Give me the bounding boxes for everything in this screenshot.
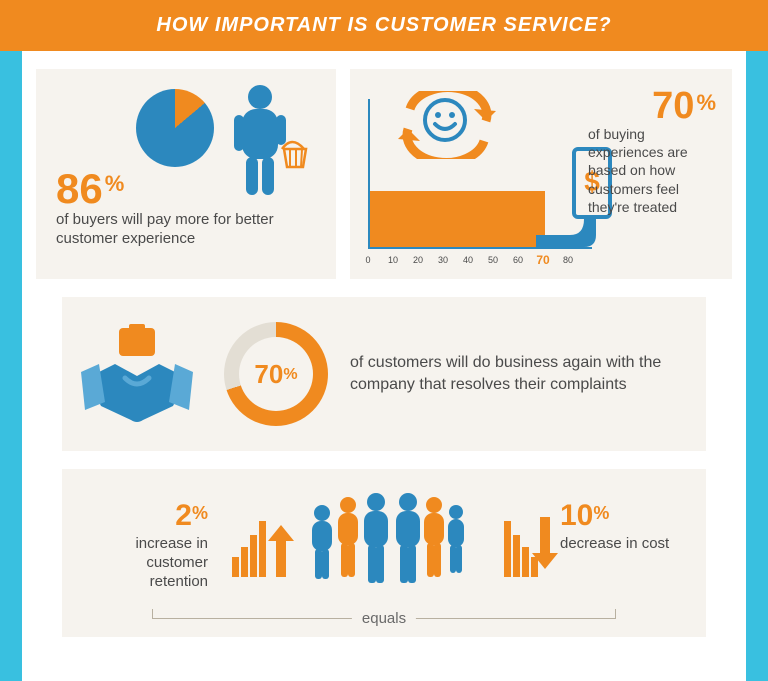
arrow-down-icon: [532, 517, 558, 569]
shopper-icon: [228, 83, 308, 203]
tick-50: 50: [488, 255, 498, 265]
x-axis: [368, 247, 592, 249]
tick-60: 60: [513, 255, 523, 265]
tick-30: 30: [438, 255, 448, 265]
tick-20: 20: [413, 255, 423, 265]
infographic-frame: HOW IMPORTANT IS CUSTOMER SERVICE? 86%: [22, 0, 746, 681]
title-banner: HOW IMPORTANT IS CUSTOMER SERVICE?: [0, 0, 768, 51]
stat-text: of buyers will pay more for better custo…: [56, 211, 286, 249]
bar-70: [370, 191, 545, 247]
card-pay-more: 86% of buyers will pay more for better c…: [36, 69, 336, 279]
percent-value: 70: [652, 85, 694, 127]
stat-percent: 70%: [652, 85, 716, 128]
percent-value: 10: [560, 499, 593, 532]
tick-40: 40: [463, 255, 473, 265]
row-1: 86% of buyers will pay more for better c…: [22, 51, 746, 279]
card-buying-experience: $ 70% of buying experiences are based on…: [350, 69, 732, 279]
cycle-arrows-icon: [392, 91, 502, 159]
stat-text: of buying experiences are based on how c…: [588, 125, 716, 216]
pie-icon: [136, 89, 214, 167]
stat-percent: 86%: [56, 165, 124, 213]
stat-percent: 70%: [254, 359, 297, 390]
percent-value: 70: [254, 359, 283, 389]
arrow-up-icon: [268, 525, 294, 577]
people-group-icon: [304, 493, 464, 597]
left-stat: 2% increase in customer retention: [88, 499, 208, 591]
ring-chart: 70%: [212, 322, 340, 426]
percent-sign: %: [593, 503, 609, 523]
percent-sign: %: [283, 366, 297, 383]
stat-text: increase in customer retention: [88, 535, 208, 591]
percent-sign: %: [696, 90, 716, 115]
card-retention-cost: 2% increase in customer retention 10% de…: [62, 469, 706, 637]
tick-70: 70: [536, 253, 549, 267]
right-stat: 10% decrease in cost: [560, 499, 680, 554]
stat-text: decrease in cost: [560, 535, 680, 554]
percent-value: 2: [175, 499, 192, 532]
percent-sign: %: [192, 503, 208, 523]
bars-ascending-icon: [232, 513, 266, 577]
percent-value: 86: [56, 165, 103, 212]
handshake-icon: [62, 324, 212, 424]
tick-80: 80: [563, 255, 573, 265]
card-resolve-complaints: 70% of customers will do business again …: [62, 297, 706, 451]
tick-0: 0: [365, 255, 370, 265]
tick-10: 10: [388, 255, 398, 265]
equals-label: equals: [352, 610, 416, 627]
percent-sign: %: [105, 171, 125, 196]
stat-text: of customers will do business again with…: [340, 352, 706, 395]
